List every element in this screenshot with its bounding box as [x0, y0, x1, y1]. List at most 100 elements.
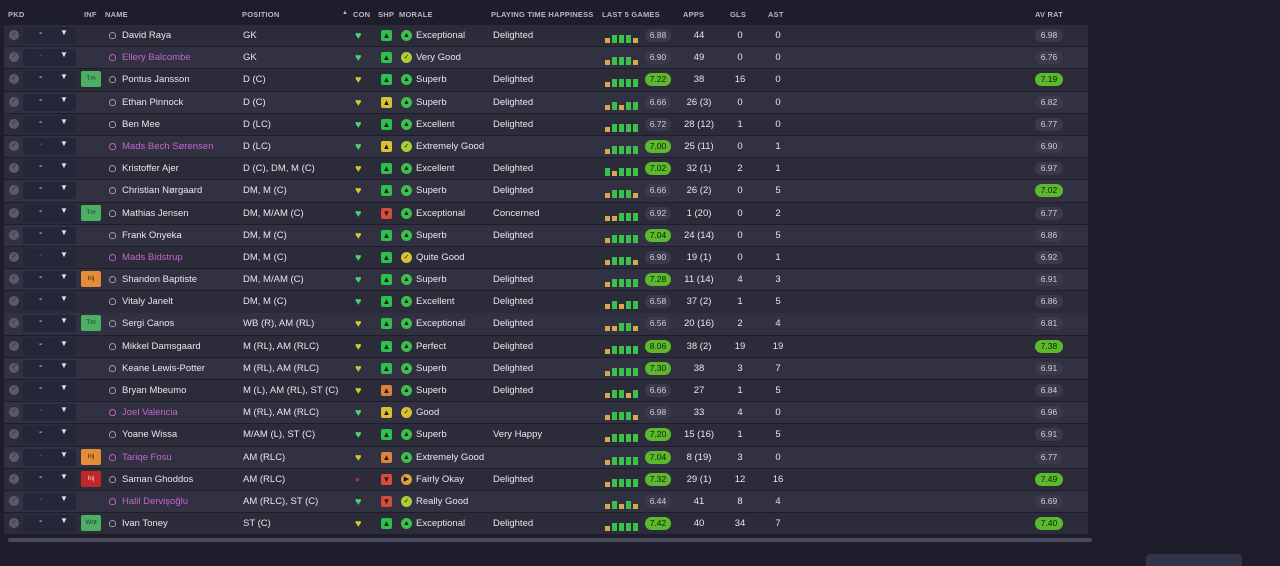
picked-dropdown[interactable]: - ▼	[23, 226, 76, 244]
player-name[interactable]: Tariqe Fosu	[122, 451, 172, 463]
table-row[interactable]: ✓ - ▼ Tm Pontus Jansson D (C) ♥ ▲ ▲ Superb Delight…	[4, 69, 1088, 91]
player-name[interactable]: Mathias Jensen	[122, 207, 189, 219]
player-name[interactable]: Joel Valencia	[122, 407, 178, 419]
player-name[interactable]: Ethan Pinnock	[122, 96, 184, 108]
col-header-inf[interactable]: INF	[84, 10, 97, 19]
col-header-playing-time-happiness[interactable]: PLAYING TIME HAPPINESS	[491, 10, 594, 19]
col-header-apps[interactable]: APPS	[683, 10, 705, 19]
col-header-ast[interactable]: AST	[768, 10, 784, 19]
picked-dropdown[interactable]: - ▼	[23, 271, 76, 289]
picked-dropdown[interactable]: - ▼	[23, 204, 76, 222]
table-row[interactable]: ✓ - ▼ Ben Mee D (LC) ♥ ▲ ▲ Excellent Delighted 6.7…	[4, 113, 1088, 136]
table-row[interactable]: ✓ - ▼ Mads Bech Sørensen D (LC) ♥ ▲ ✓ Extremely …	[4, 135, 1088, 158]
select-checkbox[interactable]: ✓	[9, 118, 19, 129]
picked-dropdown[interactable]: - ▼	[23, 470, 76, 488]
select-checkbox[interactable]: ✓	[9, 229, 19, 240]
select-checkbox[interactable]: ✓	[9, 518, 19, 529]
player-name[interactable]: Halil Dervişoğlu	[122, 495, 188, 507]
select-checkbox[interactable]: ✓	[9, 96, 19, 107]
table-row[interactable]: ✓ - ▼ Halil Dervişoğlu AM (RLC), ST (C) ♥ ▼ ✓ Re…	[4, 490, 1088, 513]
player-name[interactable]: Pontus Jansson	[122, 74, 190, 86]
picked-dropdown[interactable]: - ▼	[23, 182, 76, 200]
col-header-last-5-games[interactable]: LAST 5 GAMES	[602, 10, 660, 19]
col-header-morale[interactable]: MORALE	[399, 10, 433, 19]
select-checkbox[interactable]: ✓	[9, 296, 19, 307]
select-checkbox[interactable]: ✓	[9, 274, 19, 285]
info-badge[interactable]: Tm	[81, 71, 101, 88]
col-header-shp[interactable]: SHP	[378, 10, 395, 19]
select-checkbox[interactable]: ✓	[9, 140, 19, 151]
player-name[interactable]: Shandon Baptiste	[122, 274, 198, 286]
select-checkbox[interactable]: ✓	[9, 362, 19, 373]
player-name[interactable]: Saman Ghoddos	[122, 473, 194, 485]
select-checkbox[interactable]: ✓	[9, 451, 19, 462]
info-badge[interactable]: Wnt	[81, 515, 101, 532]
picked-dropdown[interactable]: - ▼	[23, 492, 76, 510]
picked-dropdown[interactable]: - ▼	[23, 382, 76, 399]
picked-dropdown[interactable]: - ▼	[23, 359, 76, 377]
col-header-pkd[interactable]: PKD	[8, 10, 25, 19]
info-badge[interactable]: Inj	[81, 448, 101, 465]
table-row[interactable]: ✓ - ▼ Kristoffer Ajer D (C), DM, M (C) ♥ ▲ ▲ Exc…	[4, 158, 1088, 180]
info-badge[interactable]: Tm	[81, 204, 101, 221]
table-row[interactable]: ✓ - ▼ Inj Shandon Baptiste DM, M/AM (C) ♥ ▲ ▲ Sup…	[4, 269, 1088, 291]
picked-dropdown[interactable]: - ▼	[23, 404, 76, 422]
table-row[interactable]: ✓ - ▼ Yoane Wissa M/AM (L), ST (C) ♥ ▲ ▲ Superb V…	[4, 424, 1088, 446]
col-header-con[interactable]: CON	[353, 10, 371, 19]
player-name[interactable]: Bryan Mbeumo	[122, 385, 187, 396]
select-checkbox[interactable]: ✓	[9, 385, 19, 395]
picked-dropdown[interactable]: - ▼	[23, 93, 76, 111]
player-name[interactable]: Mads Bidstrup	[122, 251, 183, 263]
select-checkbox[interactable]: ✓	[9, 318, 19, 329]
table-row[interactable]: ✓ - ▼ Wnt Ivan Toney ST (C) ♥ ▲ ▲ Exceptional Deli…	[4, 513, 1088, 535]
picked-dropdown[interactable]: - ▼	[23, 426, 76, 444]
player-name[interactable]: Mikkel Damsgaard	[122, 340, 201, 352]
picked-dropdown[interactable]: - ▼	[23, 315, 76, 333]
table-row[interactable]: ✓ - ▼ Christian Nørgaard DM, M (C) ♥ ▲ ▲ Superb D…	[4, 180, 1088, 202]
bottom-panel-button[interactable]	[1146, 554, 1242, 566]
picked-dropdown[interactable]: - ▼	[23, 27, 76, 44]
player-name[interactable]: Keane Lewis-Potter	[122, 362, 205, 374]
table-row[interactable]: ✓ - ▼ Vitaly Janelt DM, M (C) ♥ ▲ ▲ Excellent Del…	[4, 291, 1088, 313]
player-name[interactable]: Ellery Balcombe	[122, 52, 191, 64]
player-name[interactable]: Mads Bech Sørensen	[122, 140, 214, 152]
player-name[interactable]: Christian Nørgaard	[122, 185, 203, 197]
picked-dropdown[interactable]: - ▼	[23, 293, 76, 311]
table-row[interactable]: ✓ - ▼ Ethan Pinnock D (C) ♥ ▲ ▲ Superb Delighted 6…	[4, 91, 1088, 113]
player-name[interactable]: David Raya	[122, 30, 172, 41]
info-badge[interactable]: Tm	[81, 315, 101, 332]
player-name[interactable]: Kristoffer Ajer	[122, 163, 179, 175]
picked-dropdown[interactable]: - ▼	[23, 337, 76, 355]
table-row[interactable]: ✓ - ▼ Tm Mathias Jensen DM, M/AM (C) ♥ ▼ ▲ Except…	[4, 202, 1088, 224]
table-row[interactable]: ✓ - ▼ Keane Lewis-Potter M (RL), AM (RLC) ♥ ▲ ▲…	[4, 357, 1088, 380]
col-header-name[interactable]: NAME	[105, 10, 128, 19]
table-row[interactable]: ✓ - ▼ Mads Bidstrup DM, M (C) ♥ ▲ ✓ Quite Good 6.…	[4, 246, 1088, 269]
select-checkbox[interactable]: ✓	[9, 495, 19, 506]
player-name[interactable]: Yoane Wissa	[122, 429, 178, 441]
table-row[interactable]: ✓ - ▼ David Raya GK ♥ ▲ ▲ Exceptional Delighted 6.…	[4, 25, 1088, 47]
select-checkbox[interactable]: ✓	[9, 251, 19, 262]
table-row[interactable]: ✓ - ▼ Ellery Balcombe GK ♥ ▲ ✓ Very Good 6.90 49 0 0…	[4, 47, 1088, 69]
picked-dropdown[interactable]: - ▼	[23, 71, 76, 89]
select-checkbox[interactable]: ✓	[9, 407, 19, 418]
col-header-position[interactable]: POSITION	[242, 10, 280, 19]
picked-dropdown[interactable]: - ▼	[23, 115, 76, 133]
table-row[interactable]: ✓ - ▼ Bryan Mbeumo M (L), AM (RL), ST (C) ♥ ▲ ▲…	[4, 380, 1088, 402]
select-checkbox[interactable]: ✓	[9, 340, 19, 351]
select-checkbox[interactable]: ✓	[9, 473, 19, 484]
table-row[interactable]: ✓ - ▼ Joel Valencia M (RL), AM (RLC) ♥ ▲ ✓ Good 6…	[4, 402, 1088, 424]
info-badge[interactable]: Inj	[81, 470, 101, 487]
picked-dropdown[interactable]: - ▼	[23, 49, 76, 67]
select-checkbox[interactable]: ✓	[9, 429, 19, 440]
picked-dropdown[interactable]: - ▼	[23, 448, 76, 466]
select-checkbox[interactable]: ✓	[9, 207, 19, 218]
table-row[interactable]: ✓ - ▼ Mikkel Damsgaard M (RL), AM (RLC) ♥ ▲ ▲ Pe…	[4, 335, 1088, 357]
info-badge[interactable]: Inj	[81, 271, 101, 288]
select-checkbox[interactable]: ✓	[9, 74, 19, 85]
picked-dropdown[interactable]: - ▼	[23, 248, 76, 266]
player-name[interactable]: Ivan Toney	[122, 518, 168, 530]
table-row[interactable]: ✓ - ▼ Inj Tariqe Fosu AM (RLC) ♥ ▲ ▲ Extremely Go…	[4, 446, 1088, 468]
player-name[interactable]: Sergi Canos	[122, 318, 175, 330]
horizontal-scrollbar[interactable]	[8, 538, 1092, 542]
picked-dropdown[interactable]: - ▼	[23, 160, 76, 178]
